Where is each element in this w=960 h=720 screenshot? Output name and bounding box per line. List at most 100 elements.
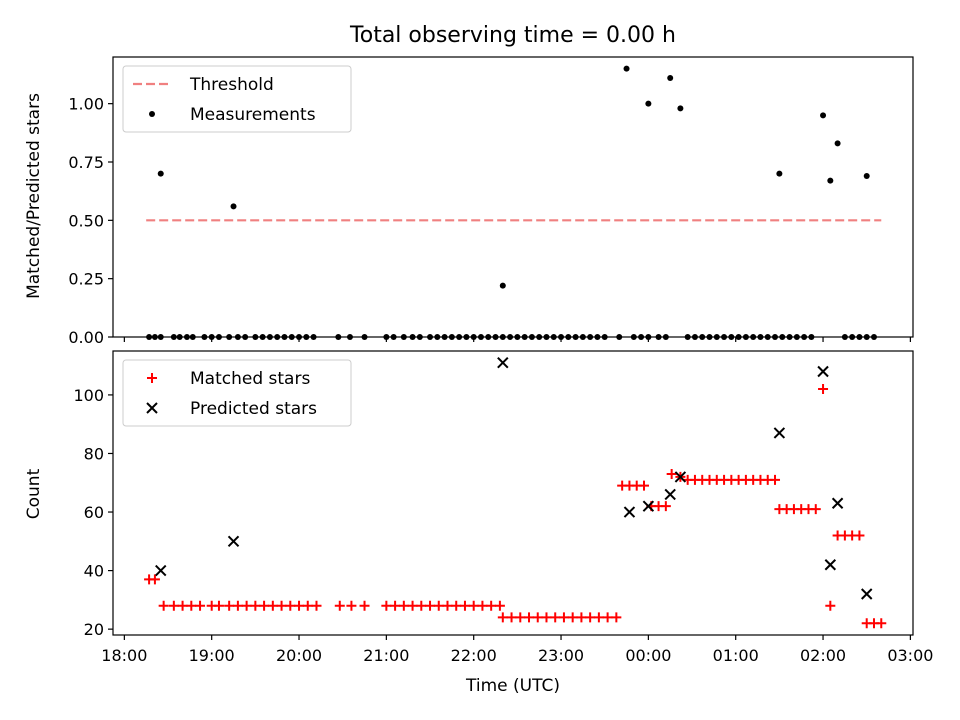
bottom-matched-stars-point	[267, 600, 278, 611]
bottom-matched-stars-point	[259, 600, 270, 611]
bottom-matched-stars-point	[611, 612, 622, 623]
bottom-matched-stars-point	[346, 600, 357, 611]
bottom-matched-stars-point	[398, 600, 409, 611]
bottom-matched-stars-point	[486, 600, 497, 611]
bottom-matched-stars-point	[585, 612, 596, 623]
bottom-matched-stars-point	[477, 600, 488, 611]
bottom-legend-predicted-stars-swatch	[146, 402, 158, 414]
bottom-x-tick-label: 18:00	[101, 646, 147, 665]
bottom-matched-stars-point	[515, 612, 526, 623]
bottom-matched-stars-point	[334, 600, 345, 611]
bottom-matched-stars-point	[442, 600, 453, 611]
bottom-matched-stars-point	[532, 612, 543, 623]
top-measurements-point	[863, 173, 870, 179]
bottom-matched-stars-point	[285, 600, 296, 611]
bottom-legend-predicted-stars-label: Predicted stars	[190, 399, 317, 419]
bottom-matched-stars-point	[576, 612, 587, 623]
bottom-predicted-stars-point	[155, 564, 167, 577]
bottom-matched-stars-point	[407, 600, 418, 611]
bottom-predicted-stars-point	[773, 427, 786, 439]
bottom-matched-stars-point	[854, 530, 865, 541]
bottom-matched-stars-point	[639, 480, 650, 491]
bottom-x-tick-label: 20:00	[276, 646, 322, 665]
chart-title: Total observing time = 0.00 h	[349, 23, 676, 48]
bottom-matched-stars-point	[241, 600, 252, 611]
top-legend-measurements-swatch	[149, 111, 155, 117]
bottom-matched-stars-point	[158, 600, 169, 611]
bottom-matched-stars-point	[276, 600, 287, 611]
bottom-y-tick-label: 20	[84, 620, 104, 639]
bottom-matched-stars-point	[381, 600, 392, 611]
bottom-x-tick-label: 22:00	[451, 646, 497, 665]
top-y-tick-label: 1.00	[68, 95, 104, 114]
bottom-matched-stars-point	[660, 501, 671, 512]
bottom-matched-stars-point	[213, 600, 224, 611]
top-y-tick-label: 0.00	[68, 328, 104, 347]
bottom-predicted-stars-point	[227, 535, 240, 548]
bottom-matched-stars-point	[468, 600, 479, 611]
bottom-y-tick-label: 100	[73, 386, 104, 405]
bottom-panel: Count 18:00 19:00 20:00 21:00 22:00 23:00 00:0…	[24, 350, 933, 665]
bottom-matched-stars-point	[459, 600, 470, 611]
bottom-matched-stars-point	[567, 612, 578, 623]
top-y-tick-label: 0.25	[68, 270, 104, 289]
top-measurements-point	[677, 105, 684, 112]
top-measurements-point	[827, 177, 834, 184]
bottom-matched-stars-point	[433, 600, 444, 611]
bottom-matched-stars-point	[302, 600, 313, 611]
bottom-predicted-stars-point	[817, 365, 829, 378]
bottom-matched-stars-point	[311, 600, 322, 611]
bottom-predicted-stars-point	[824, 559, 837, 571]
bottom-matched-stars-point	[359, 600, 370, 611]
top-legend-threshold-label: Threshold	[189, 75, 274, 95]
bottom-x-tick-label: 19:00	[189, 646, 235, 665]
bottom-matched-stars-point	[195, 600, 206, 611]
top-measurements-point	[645, 100, 652, 107]
bottom-matched-stars-point	[550, 612, 561, 623]
bottom-predicted-stars-point	[664, 488, 676, 501]
bottom-matched-stars-point	[558, 612, 569, 623]
top-measurements-point	[230, 203, 237, 210]
bottom-matched-stars-point	[497, 612, 508, 623]
bottom-predicted-stars-point	[497, 357, 509, 369]
bottom-matched-stars-point	[149, 574, 160, 585]
bottom-x-tick-label: 03:00	[887, 646, 933, 665]
top-panel: Matched/Predicted stars 0.00 0.25 0.50 0.75…	[24, 56, 914, 347]
top-measurements-point	[623, 65, 630, 72]
bottom-legend-matched-stars-label: Matched stars	[190, 369, 310, 389]
bottom-x-tick-label: 21:00	[363, 646, 409, 665]
top-measurements-point	[667, 75, 674, 81]
bottom-matched-stars-point	[250, 600, 261, 611]
bottom-matched-stars-point	[451, 600, 462, 611]
bottom-matched-stars-point	[593, 612, 604, 623]
top-y-tick-label: 0.75	[68, 153, 104, 172]
bottom-legend-matched-stars-swatch	[147, 373, 157, 383]
top-measurements-point	[776, 170, 783, 177]
top-measurements-point	[157, 170, 164, 177]
bottom-matched-stars-point	[168, 600, 179, 611]
bottom-matched-stars-point	[810, 504, 821, 515]
bottom-matched-stars-point	[294, 600, 305, 611]
bottom-y-tick-label: 60	[84, 503, 104, 522]
bottom-matched-stars-point	[825, 600, 836, 611]
bottom-matched-stars-point	[506, 612, 517, 623]
bottom-matched-stars-point	[818, 384, 829, 395]
bottom-x-tick-label: 00:00	[625, 646, 671, 665]
bottom-matched-stars-point	[770, 474, 781, 485]
top-measurements-point	[834, 140, 841, 147]
bottom-y-tick-label: 40	[84, 562, 104, 581]
bottom-matched-stars-point	[541, 612, 552, 623]
bottom-matched-stars-point	[524, 612, 535, 623]
top-axes-frame	[112, 56, 914, 338]
bottom-matched-stars-point	[232, 600, 243, 611]
top-legend-box	[122, 65, 352, 133]
bottom-predicted-stars-point	[642, 500, 655, 512]
bottom-matched-stars-point	[224, 600, 235, 611]
bottom-matched-stars-point	[425, 600, 436, 611]
bottom-x-tick-label: 01:00	[713, 646, 759, 665]
x-axis-label: Time (UTC)	[465, 676, 560, 696]
bottom-y-tick-label: 80	[84, 444, 104, 463]
top-measurements-point	[499, 282, 506, 289]
top-legend: Threshold Measurements	[122, 65, 352, 133]
